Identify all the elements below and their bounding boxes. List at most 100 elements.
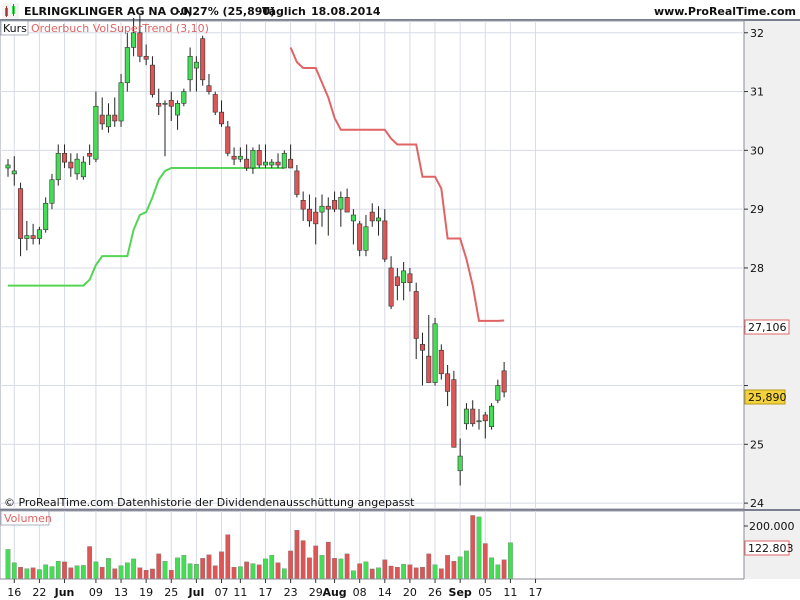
candle [156, 88, 162, 116]
volume-bar [263, 558, 268, 580]
candle [112, 97, 118, 127]
orderbook-volume-label[interactable]: Orderbuch Vol. [31, 22, 113, 35]
candle-body-down [313, 211, 319, 225]
volume-bar [124, 562, 130, 580]
candle-body-down [206, 85, 212, 92]
volume-label-box [0, 510, 50, 526]
candle [105, 103, 111, 133]
volume-bar [93, 561, 99, 580]
volume-bar [495, 564, 501, 580]
volume-bar [68, 567, 74, 580]
volume-bar [168, 569, 174, 580]
candle-body-up [124, 47, 130, 84]
volume-bar [219, 551, 224, 580]
price-gridlines [0, 21, 744, 509]
volume-bar [55, 561, 61, 580]
last-volume-tag: 122.803 [744, 540, 794, 556]
volume-bar [24, 568, 30, 580]
candle-body-down [62, 152, 68, 163]
candle-body-down [219, 111, 225, 125]
copyright-note: © ProRealTime.com Datenhistorie der Divi… [4, 496, 415, 509]
candle-body-up [250, 150, 256, 169]
volume-bar [413, 567, 419, 580]
candle [175, 100, 181, 130]
candle-body-down [294, 170, 300, 195]
x-tick-label: Jul [188, 586, 205, 599]
candle [438, 344, 444, 380]
candle-body-down [99, 114, 105, 125]
candle [49, 173, 55, 210]
candle [43, 197, 49, 233]
x-tick-label: 25 [164, 586, 178, 599]
candle [319, 194, 325, 227]
candle-body-up [489, 405, 495, 427]
candle-body-down [231, 155, 237, 160]
candle-body-down [438, 349, 444, 375]
interval: Täglich [262, 5, 306, 18]
volume-bar [508, 542, 513, 580]
x-tick-label: Jun [54, 586, 75, 599]
candle-body-up [118, 82, 124, 122]
candle-body-up [350, 214, 356, 222]
x-tick-label: 20 [403, 586, 417, 599]
candle-body-down [413, 291, 419, 339]
candle [237, 147, 243, 163]
candle [131, 18, 137, 57]
candle-body-up [24, 235, 30, 239]
candle [306, 194, 312, 227]
candle [68, 153, 74, 177]
last-price-tag: 25,890 [744, 389, 787, 405]
candle-body-down [357, 223, 363, 251]
candle [432, 317, 438, 386]
kurs-label-box [0, 20, 29, 36]
x-axis-ticks: 16 22 Jun 09 13 19 25 Jul 07 11 17 23 29 Aug 08 14 20 26 S… [7, 579, 543, 599]
candle-body-down [426, 355, 432, 383]
candle-body-up [105, 114, 111, 128]
volume-bar [5, 549, 11, 580]
x-tick-label: 19 [139, 586, 153, 599]
candle-body-down [225, 126, 231, 154]
x-tick-label: 17 [529, 586, 543, 599]
price-plot-area [0, 20, 745, 510]
x-tick-label: 23 [284, 586, 298, 599]
candle [369, 203, 375, 227]
candle [332, 191, 338, 213]
candle [489, 403, 495, 430]
candle-body-up [5, 164, 11, 169]
volume-bar [118, 565, 124, 580]
supertrend-label[interactable]: SuperTrend (3,10) [110, 22, 209, 35]
candle [382, 209, 388, 263]
volume-bar [18, 567, 23, 580]
candle-body-down [407, 273, 413, 283]
volume-bar [43, 564, 49, 580]
volume-bar [175, 557, 180, 580]
candle [200, 35, 206, 86]
candle [338, 191, 344, 227]
candle-body-up [131, 32, 137, 48]
volume-bar [300, 540, 306, 580]
candle-body-up [49, 179, 55, 204]
candle [193, 56, 199, 92]
candle-body-up [175, 103, 181, 116]
candle-body-down [256, 150, 262, 166]
volume-bar [244, 561, 249, 580]
candle [262, 144, 268, 168]
price-tick-label: 30 [750, 144, 764, 157]
supertrend-down-line [289, 47, 505, 322]
volume-bar [200, 558, 206, 580]
x-tick-label: 08 [353, 586, 367, 599]
volume-bar [445, 555, 450, 580]
candle-body-up [55, 152, 61, 181]
candle [244, 144, 250, 171]
candle-body-down [332, 200, 338, 210]
last-volume-value: 122.803 [748, 542, 794, 555]
candle-body-up [193, 61, 199, 69]
candle-body-down [200, 38, 206, 81]
candle [495, 379, 501, 404]
candle [256, 144, 262, 168]
candle-body-down [143, 55, 149, 60]
candle-body-down [244, 158, 250, 169]
candle-body-down [445, 373, 451, 392]
candle-body-up [181, 91, 187, 104]
site-url[interactable]: www.ProRealTime.com [654, 5, 796, 18]
